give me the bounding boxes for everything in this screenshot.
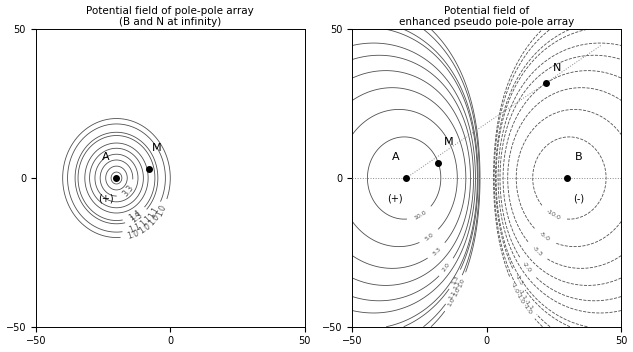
Text: -1.1: -1.1: [517, 288, 527, 301]
Text: 1.0: 1.0: [127, 228, 141, 240]
Text: 3.3: 3.3: [121, 183, 135, 198]
Text: A: A: [391, 152, 399, 162]
Text: -1.1: -1.1: [523, 298, 534, 311]
Text: 1.1: 1.1: [453, 279, 461, 290]
Text: 1.0: 1.0: [147, 213, 162, 228]
Text: -10.0: -10.0: [545, 209, 561, 221]
Text: 1.4: 1.4: [127, 208, 142, 222]
Text: 1.1: 1.1: [139, 214, 153, 228]
Text: N: N: [553, 63, 561, 73]
Text: 1.0: 1.0: [137, 221, 153, 235]
Text: -1.0: -1.0: [515, 292, 525, 305]
Text: 1.3: 1.3: [130, 210, 144, 225]
Text: -1.3: -1.3: [513, 273, 523, 286]
Text: 1.0: 1.0: [155, 203, 168, 218]
Text: -3.3: -3.3: [530, 245, 542, 257]
Text: 1.0: 1.0: [453, 287, 461, 298]
Text: -1.0: -1.0: [522, 303, 532, 315]
Text: B: B: [574, 152, 582, 162]
Text: -1.0: -1.0: [510, 281, 519, 294]
Title: Potential field of
enhanced pseudo pole-pole array: Potential field of enhanced pseudo pole-…: [399, 6, 574, 27]
Text: M: M: [152, 143, 161, 153]
Text: 1.0: 1.0: [446, 296, 456, 307]
Text: 1.3: 1.3: [451, 274, 460, 285]
Text: 2.0: 2.0: [442, 262, 451, 273]
Text: 1.1: 1.1: [147, 205, 161, 220]
Text: 1.1: 1.1: [128, 222, 142, 234]
Text: (-): (-): [573, 194, 584, 204]
Text: A: A: [102, 152, 110, 162]
Text: -5.0: -5.0: [537, 231, 550, 243]
Text: (+): (+): [98, 194, 113, 204]
Text: M: M: [444, 137, 454, 147]
Text: -2.0: -2.0: [522, 261, 532, 274]
Text: 1.0: 1.0: [458, 277, 465, 288]
Title: Potential field of pole-pole array
(B and N at infinity): Potential field of pole-pole array (B an…: [86, 6, 254, 27]
Text: 3.3: 3.3: [432, 246, 442, 256]
Text: 5.0: 5.0: [424, 232, 435, 242]
Text: (+): (+): [387, 194, 403, 204]
Text: 10.0: 10.0: [413, 209, 427, 221]
Text: 1.1: 1.1: [448, 289, 456, 300]
